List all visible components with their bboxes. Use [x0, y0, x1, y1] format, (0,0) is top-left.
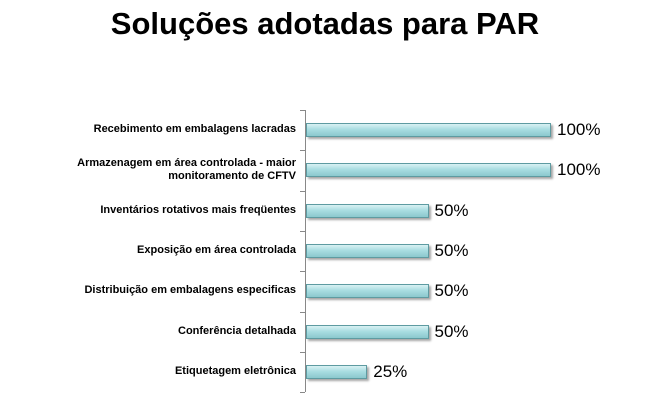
bar [306, 364, 368, 379]
axis-tick [300, 311, 305, 313]
category-label: Exposição em área controlada [137, 244, 296, 257]
axis-tick [300, 150, 305, 152]
value-label: 50% [434, 321, 469, 341]
category-label: Inventários rotativos mais freqüentes [100, 203, 296, 216]
axis-tick [300, 271, 305, 273]
bar [306, 244, 429, 259]
category-label: Etiquetagem eletrônica [174, 364, 296, 377]
value-label: 25% [373, 361, 408, 381]
value-label: 50% [434, 200, 469, 220]
bar [306, 324, 429, 339]
value-label: 50% [434, 241, 469, 261]
category-label: Armazenagem em área controlada - maior m… [77, 157, 296, 183]
category-label: Distribuição em embalagens especificas [84, 284, 296, 297]
bar [306, 123, 551, 138]
value-label: 100% [557, 160, 601, 180]
value-label: 50% [434, 281, 469, 301]
axis-tick [300, 110, 305, 111]
category-axis [305, 110, 306, 392]
bar [306, 203, 429, 218]
axis-tick [300, 351, 305, 353]
bar [306, 284, 429, 299]
axis-tick [300, 190, 305, 192]
axis-tick [300, 230, 305, 232]
bar [306, 163, 551, 178]
category-label: Recebimento em embalagens lacradas [93, 123, 296, 136]
category-label: Conferência detalhada [178, 324, 296, 337]
chart-title: Soluções adotadas para PAR [110, 6, 540, 41]
axis-tick [300, 392, 305, 394]
value-label: 100% [557, 120, 601, 140]
